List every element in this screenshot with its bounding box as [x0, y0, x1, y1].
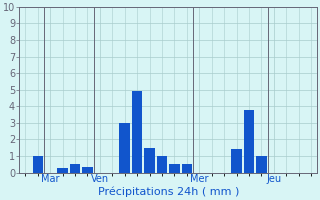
Bar [132, 91, 142, 173]
Bar [181, 164, 192, 173]
Bar [231, 149, 242, 173]
Bar [33, 156, 43, 173]
Bar [169, 164, 180, 173]
Bar [157, 156, 167, 173]
Bar [256, 156, 267, 173]
Bar [70, 164, 80, 173]
Bar [244, 110, 254, 173]
Bar [82, 167, 93, 173]
Bar [119, 123, 130, 173]
Bar [57, 168, 68, 173]
Bar [144, 148, 155, 173]
X-axis label: Précipitations 24h ( mm ): Précipitations 24h ( mm ) [98, 187, 239, 197]
